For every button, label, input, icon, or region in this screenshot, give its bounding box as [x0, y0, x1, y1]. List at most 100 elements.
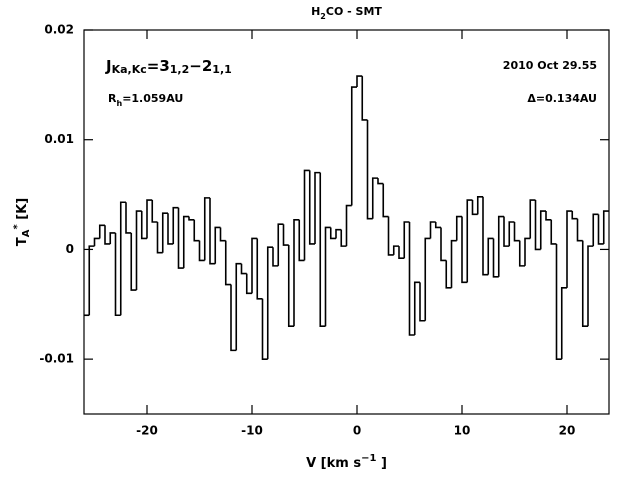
annotation: Rh=1.059AU: [108, 92, 183, 108]
spectrum-channel: [539, 210, 546, 250]
text-part: R: [108, 92, 117, 105]
spectrum-channel: [455, 215, 462, 241]
spectrum-channel: [566, 210, 573, 288]
x-tick-label: 10: [454, 424, 471, 438]
spectrum-channel: [371, 177, 378, 219]
spectrum-channel: [151, 200, 158, 223]
annotation: 2010 Oct 29.55: [503, 59, 597, 72]
spectrum-channel: [203, 197, 210, 261]
spectrum-channel: [545, 211, 552, 221]
spectrum-channel: [366, 119, 373, 220]
spectrum-channel: [88, 245, 95, 316]
spectrum-channel: [524, 237, 531, 266]
x-tick-label: -10: [241, 424, 263, 438]
text-part: 1,1: [212, 63, 232, 76]
spectrum-channel: [482, 196, 489, 276]
spectrum-channel: [135, 210, 142, 291]
text-part: *: [12, 224, 23, 230]
text-part: −2: [189, 57, 212, 75]
text-part: =3: [147, 57, 170, 75]
spectrum-channel: [287, 245, 294, 328]
spectrum-channel: [272, 247, 279, 267]
spectrum-channel: [224, 240, 231, 286]
spectrum-channel: [193, 219, 200, 242]
spectrum-channel: [167, 213, 174, 245]
spectrum-channel: [104, 225, 111, 245]
spectrum-channel: [119, 201, 126, 316]
text-part: A: [21, 229, 32, 237]
spectrum-channel: [182, 215, 189, 269]
spectrum-channel: [277, 223, 284, 266]
spectrum-channel: [282, 224, 289, 246]
annotation: Δ=0.134AU: [527, 92, 597, 105]
spectrum-channel: [209, 197, 216, 265]
spectrum-channel: [424, 237, 431, 321]
spectrum-channel: [314, 171, 321, 244]
spectrum-channel: [177, 207, 184, 269]
spectrum-channel: [571, 211, 578, 220]
spectrum-channel: [413, 281, 420, 336]
spectrum-channel: [335, 228, 342, 239]
spectrum-channel: [93, 237, 100, 247]
spectrum-channel: [156, 222, 163, 254]
spectrum-channel: [256, 238, 263, 300]
spectrum-channel: [555, 243, 562, 360]
spectrum-channel: [508, 221, 515, 247]
spectrum-channel: [597, 214, 604, 245]
x-tick-label: 20: [559, 424, 576, 438]
spectrum-channel: [319, 172, 326, 328]
spectrum-channel: [261, 298, 268, 360]
text-part: H: [311, 5, 320, 18]
x-tick-label: 0: [353, 424, 361, 438]
spectrum-channel: [476, 195, 483, 215]
text-part: CO - SMT: [326, 5, 383, 18]
text-part: =1.059AU: [122, 92, 183, 105]
text-part: [K]: [15, 198, 30, 224]
spectrum-channel: [161, 212, 168, 253]
spectrum-channel: [235, 262, 242, 351]
spectrum-channel: [387, 216, 394, 256]
spectrum-channel: [240, 263, 247, 275]
spectrum-channel: [340, 229, 347, 247]
spectrum-channel: [172, 206, 179, 244]
spectrum-channel: [513, 222, 520, 242]
spectrum-channel: [98, 224, 105, 239]
spectrum-channel: [188, 216, 195, 221]
spectrum-channel: [592, 213, 599, 247]
spectrum-channel: [293, 219, 300, 327]
spectrum-channel: [356, 75, 363, 88]
spectrum-channel: [109, 232, 116, 244]
spectrum-channel: [487, 237, 494, 275]
text-part: Δ=0.134AU: [527, 92, 597, 105]
spectrum-channel: [429, 221, 436, 239]
spectrum-channel: [503, 216, 510, 247]
spectrum-channel: [560, 287, 567, 360]
spectrum-channel: [303, 169, 310, 261]
text-part: ]: [376, 456, 386, 471]
text-part: 2: [320, 12, 326, 21]
spectrum-channel: [408, 222, 415, 336]
spectrum-channel: [471, 200, 478, 216]
spectrum-channel: [497, 215, 504, 277]
x-axis-label: V [km s−1 ]: [306, 453, 387, 471]
spectrum-channel: [581, 240, 588, 328]
text-part: h: [116, 99, 122, 108]
spectrum-channel: [403, 221, 410, 259]
spectrum-channel: [114, 232, 121, 317]
spectrum-channel: [130, 232, 137, 291]
annotation: JKa,Kc=31,2−21,1: [105, 57, 232, 77]
spectrum-channel: [146, 199, 153, 239]
text-part: 1,2: [170, 63, 190, 76]
y-tick-label: -0.01: [39, 352, 74, 366]
spectrum-channel: [492, 238, 499, 278]
text-part: V [km s: [306, 456, 361, 471]
spectrum-channel: [450, 239, 457, 288]
spectrum-channel: [440, 227, 447, 262]
spectrum-channel: [576, 218, 583, 242]
chart-title: H2CO - SMT: [311, 5, 382, 21]
spectrum-channel: [308, 170, 315, 245]
spectrum-channel: [140, 211, 147, 240]
plot-frame: [83, 29, 610, 415]
text-part: −1: [361, 453, 376, 464]
